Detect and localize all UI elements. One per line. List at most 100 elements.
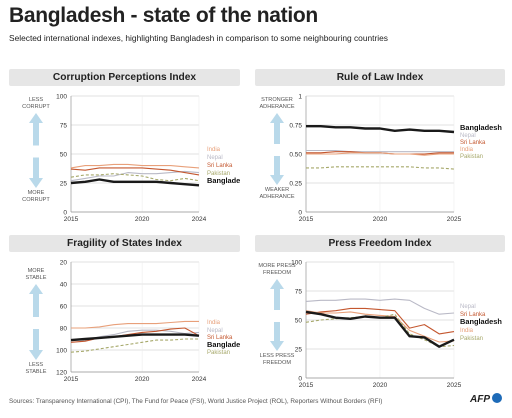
x-tick-label: 2020 [373,382,388,389]
series-line-nepal [70,170,200,182]
series-line-india [70,163,200,169]
arrow-up-icon [29,113,43,146]
series-line-sri-lanka [70,167,200,176]
arrow-down-icon [29,329,43,360]
series-label: Pakistan [460,154,483,160]
annotation-bottom: MORE [28,190,45,196]
y-tick-label: 0 [63,210,67,217]
x-tick-label: 2024 [192,216,207,223]
series-line-pakistan [305,313,455,348]
page-subtitle: Selected international indexes, highligh… [9,33,388,43]
annotation-bottom: LESS [29,362,44,368]
series-label: Sri Lanka [207,335,233,341]
series-line-bangladesh [70,178,200,187]
series-line-india [306,152,454,156]
y-tick-label: 50 [295,318,303,325]
arrow-down-icon [270,156,284,185]
series-label: India [460,147,474,153]
series-line-bangladesh [306,125,455,134]
x-tick-label: 2025 [447,382,462,389]
series-label: Sri Lanka [460,312,486,318]
y-tick-label: 100 [56,94,67,101]
annotation-bottom: FREEDOM [263,360,291,366]
y-tick-label: 0.50 [289,152,302,159]
panel-title: Corruption Perceptions Index [9,69,240,86]
y-tick-label: 0.25 [289,181,302,188]
panel-title: Rule of Law Index [255,69,505,86]
annotation-top: MORE [28,268,45,274]
annotation-top: CORRUPT [22,104,50,110]
y-tick-label: 1 [298,94,302,101]
y-tick-label: 40 [60,282,68,289]
x-tick-label: 2015 [64,216,79,223]
y-tick-label: 0 [298,376,302,383]
series-label: Sri Lanka [207,163,233,169]
y-tick-label: 0 [298,210,302,217]
y-tick-label: 20 [60,260,68,267]
series-label: Bangladesh [460,123,502,132]
annotation-bottom: STABLE [25,369,46,375]
x-tick-label: 2020 [135,376,150,383]
series-label: Bangladesh [207,176,240,185]
series-label: Pakistan [207,350,230,356]
arrow-up-icon [270,113,284,144]
panel-corruption: Corruption Perceptions Index 100 75 50 25 0 2… [9,69,240,224]
y-tick-label: 75 [60,123,68,130]
y-tick-label: 60 [60,304,68,311]
series-label: Pakistan [207,171,230,177]
series-label: Nepal [207,328,223,334]
y-tick-label: 80 [60,326,68,333]
series-label: Pakistan [460,336,483,342]
y-tick-label: 75 [295,289,303,296]
y-tick-label: 0.75 [289,123,302,130]
annotation-bottom: CORRUPT [22,197,50,203]
series-line-bangladesh [70,333,200,342]
x-tick-label: 2024 [192,376,207,383]
y-tick-label: 100 [291,260,302,267]
x-tick-label: 2015 [299,382,314,389]
y-tick-label: 25 [295,347,303,354]
annotation-top: STABLE [25,275,46,281]
series-line-india [71,320,199,329]
x-tick-label: 2025 [447,216,462,223]
panel-rule-of-law: Rule of Law Index 1 0.75 0.50 0.25 0 2015 2020… [255,69,505,224]
y-tick-label: 25 [60,181,68,188]
series-line-nepal [306,149,454,153]
x-tick-label: 2020 [135,216,150,223]
annotation-top: FREEDOM [263,270,291,276]
panel-press-freedom: Press Freedom Index 100 75 50 25 0 2015 2020 20… [255,235,505,390]
x-tick-label: 2020 [373,216,388,223]
series-line-bangladesh [305,310,455,348]
afp-logo-dot-icon [492,393,502,403]
annotation-bottom: WEAKER [265,187,289,193]
arrow-up-icon [270,279,284,310]
series-label: India [460,328,474,334]
source-note: Sources: Transparency International (CPI… [9,398,383,405]
x-tick-label: 2015 [64,376,79,383]
annotation-top: ADHERANCE [259,104,294,110]
series-line-sri-lanka [305,307,455,335]
arrow-up-icon [29,284,43,317]
series-line-pakistan [70,338,199,353]
annotation-bottom: LESS PRESS [260,353,295,359]
series-label: Nepal [207,155,223,161]
annotation-top: STRONGER [261,97,293,103]
arrow-down-icon [29,157,43,188]
y-tick-label: 100 [56,348,67,355]
page-title: Bangladesh - state of the nation [9,4,318,27]
y-tick-label: 50 [60,152,68,159]
panel-title: Press Freedom Index [255,235,505,252]
series-label: Nepal [460,304,476,310]
series-line-india [305,310,455,343]
arrow-down-icon [270,322,284,351]
panel-fragility: Fragility of States Index 20 40 60 80 100 120… [9,235,240,390]
annotation-top: MORE PRESS [258,263,296,269]
series-line-nepal [305,298,455,315]
y-tick-label: 120 [56,370,67,377]
series-label: India [207,320,221,326]
annotation-bottom: ADHERANCE [259,194,294,200]
